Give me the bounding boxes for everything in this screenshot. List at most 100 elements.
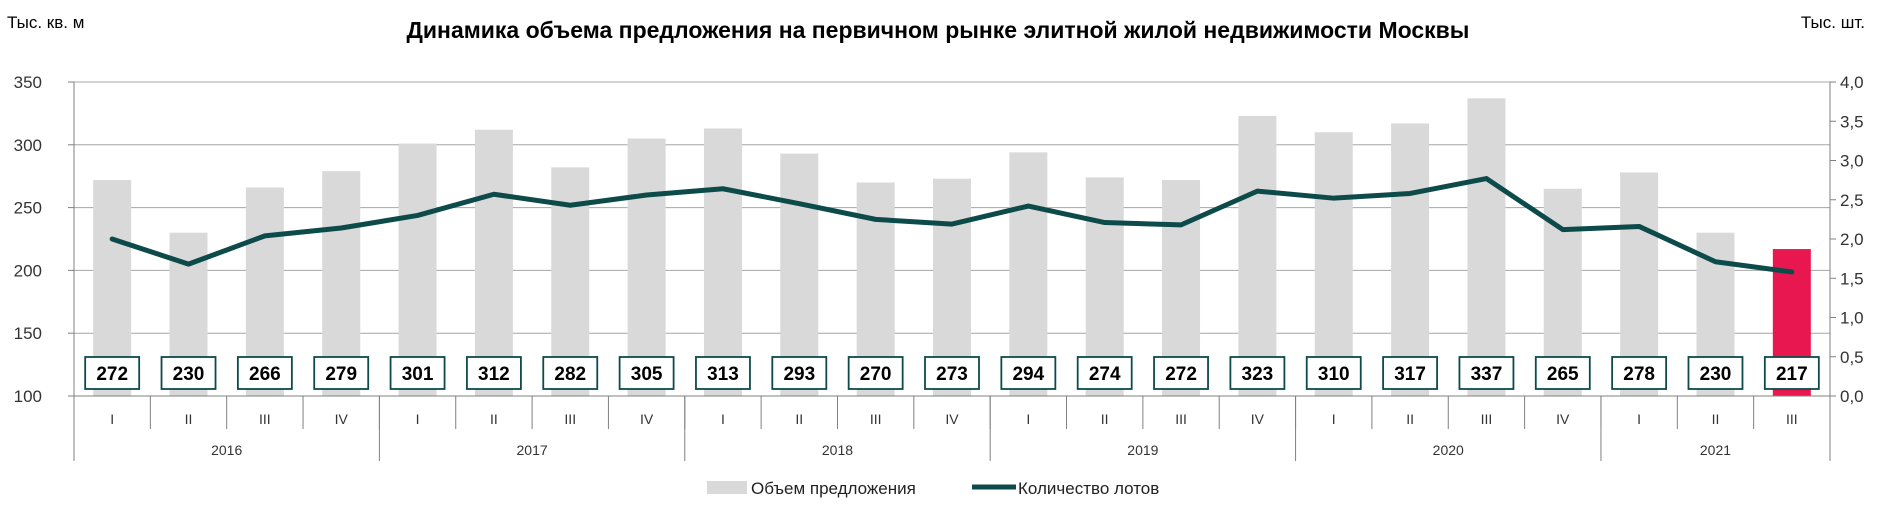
quarter-label: II: [1406, 411, 1414, 427]
quarter-label: III: [1175, 411, 1187, 427]
data-label: 313: [707, 364, 739, 385]
data-label-box: [160, 356, 217, 390]
left-tick-label: 200: [14, 261, 42, 280]
right-tick-label: 0,5: [1840, 348, 1864, 367]
line-point: [645, 193, 649, 197]
line-point: [1790, 270, 1794, 274]
data-label-box: [1687, 356, 1744, 390]
quarter-label: IV: [1251, 411, 1265, 427]
data-label: 305: [631, 364, 663, 385]
data-label: 230: [173, 364, 205, 385]
bar-series: [93, 98, 1811, 397]
year-label: 2016: [211, 442, 242, 458]
data-label-box: [389, 356, 446, 390]
legend-bar-label: Объем предложения: [751, 479, 916, 498]
data-label: 217: [1776, 364, 1808, 385]
line-point: [1103, 221, 1107, 225]
quarter-label: IV: [640, 411, 654, 427]
line-point: [339, 226, 343, 230]
data-label-box: [313, 356, 370, 390]
quarter-label: IV: [1556, 411, 1570, 427]
quarter-label: IV: [335, 411, 349, 427]
data-label: 279: [325, 364, 357, 385]
legend: Объем предложения Количество лотов: [707, 479, 1159, 498]
data-label: 282: [554, 364, 586, 385]
bar: [1238, 115, 1277, 397]
line-point: [1713, 260, 1717, 264]
chart-title: Динамика объема предложения на первичном…: [407, 17, 1470, 43]
data-label-box: [1153, 356, 1209, 390]
right-tick-label: 3,5: [1840, 112, 1864, 131]
bar: [780, 153, 819, 396]
data-label: 230: [1700, 364, 1732, 385]
right-tick-label: 2,5: [1840, 191, 1864, 210]
data-label: 317: [1394, 364, 1426, 385]
data-label: 273: [936, 364, 968, 385]
right-tick-label: 0,0: [1840, 387, 1864, 406]
data-label: 301: [402, 364, 434, 385]
data-label-box: [695, 356, 751, 390]
bar: [1314, 132, 1353, 397]
data-label-box: [1763, 356, 1820, 390]
year-label: 2020: [1433, 442, 1464, 458]
year-label: 2018: [822, 442, 853, 458]
data-label-box: [1305, 356, 1362, 390]
data-label: 272: [96, 364, 128, 385]
bar: [703, 128, 742, 397]
data-label-box: [924, 356, 980, 390]
data-label-box: [1382, 356, 1438, 390]
data-label: 312: [478, 364, 510, 385]
line-point: [110, 237, 114, 241]
axes: 100 150 200 250 300 350 0,0 0,5 1,0 1,5 2,0 2,5 3,0 3…: [14, 73, 1864, 461]
quarter-label: III: [564, 411, 576, 427]
quarter-label: III: [259, 411, 271, 427]
data-label-box: [771, 356, 828, 390]
year-label: 2017: [517, 442, 548, 458]
bar: [1009, 152, 1048, 396]
quarter-label: III: [870, 411, 882, 427]
data-label: 265: [1547, 364, 1579, 385]
left-tick-label: 350: [14, 73, 42, 92]
line-point: [1484, 177, 1488, 181]
bar: [1467, 98, 1506, 396]
quarter-label: II: [185, 411, 193, 427]
line-point: [874, 217, 878, 221]
data-label: 337: [1471, 364, 1503, 385]
quarter-label: II: [1712, 411, 1720, 427]
quarter-label: III: [1786, 411, 1798, 427]
right-tick-label: 1,0: [1840, 309, 1864, 328]
bar: [1391, 123, 1430, 396]
quarter-label: I: [1026, 411, 1030, 427]
line-point: [416, 213, 420, 217]
data-label-box: [466, 356, 522, 390]
line-point: [187, 262, 191, 266]
quarter-label: II: [490, 411, 498, 427]
data-label-box: [1000, 356, 1057, 390]
year-label: 2021: [1700, 442, 1731, 458]
data-label: 294: [1012, 364, 1044, 385]
quarter-label: I: [110, 411, 114, 427]
quarter-label: I: [721, 411, 725, 427]
left-axis-unit: Тыс. кв. м: [7, 13, 84, 32]
data-label-box: [1458, 356, 1515, 390]
line-point: [950, 222, 954, 226]
right-tick-label: 2,0: [1840, 230, 1864, 249]
quarter-label: II: [1101, 411, 1109, 427]
data-label: 323: [1242, 364, 1274, 385]
data-label: 266: [249, 364, 281, 385]
data-label: 310: [1318, 364, 1350, 385]
data-label: 270: [860, 364, 892, 385]
quarter-label: I: [1332, 411, 1336, 427]
left-tick-label: 100: [14, 387, 42, 406]
left-tick-label: 250: [14, 199, 42, 218]
quarter-label: II: [795, 411, 803, 427]
year-label: 2019: [1127, 442, 1158, 458]
right-tick-label: 4,0: [1840, 73, 1864, 92]
line-point: [1255, 189, 1259, 193]
data-label-box: [84, 356, 141, 390]
line-point: [1561, 228, 1565, 232]
data-label-box: [1534, 356, 1591, 390]
left-tick-label: 150: [14, 324, 42, 343]
legend-bar-swatch: [707, 481, 747, 494]
